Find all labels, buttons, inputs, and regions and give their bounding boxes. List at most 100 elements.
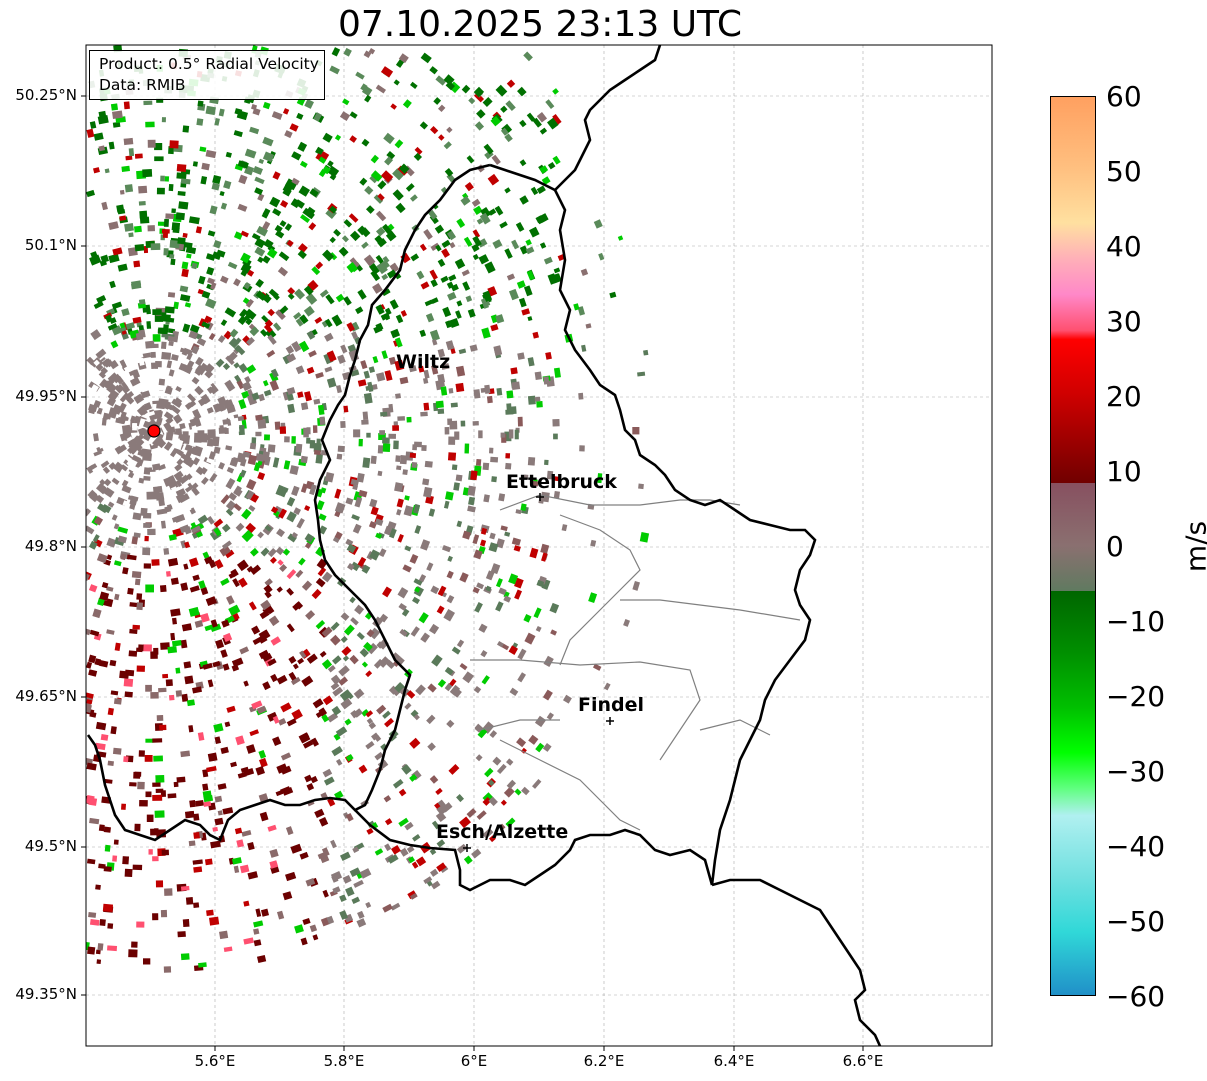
echo-cell [234, 827, 243, 835]
echo-cell [324, 318, 333, 328]
echo-cell [128, 349, 135, 358]
lon-tick-label: 6°E [460, 1052, 488, 1070]
echo-cell [532, 778, 542, 789]
echo-cell [314, 808, 325, 819]
echo-cell [164, 888, 173, 896]
echo-cell [165, 432, 174, 441]
echo-cell [150, 651, 158, 659]
echo-cell [420, 539, 431, 551]
echo-cell [454, 258, 466, 270]
echo-cell [413, 152, 423, 161]
echo-cell [203, 801, 212, 807]
echo-cell [275, 230, 285, 239]
echo-cell [136, 602, 144, 611]
echo-cell [131, 454, 142, 463]
echo-cell [506, 758, 514, 766]
echo-cell [315, 146, 324, 156]
echo-cell [109, 280, 116, 289]
echo-cell [170, 577, 179, 585]
echo-cell [393, 79, 400, 86]
echo-cell [518, 297, 527, 308]
echo-cell [490, 563, 501, 575]
echo-cell [239, 469, 247, 478]
echo-cell [129, 628, 138, 634]
echo-cell [197, 100, 204, 107]
echo-cell [181, 623, 192, 632]
echo-cell [330, 682, 340, 691]
echo-cell [119, 467, 131, 478]
echo-cell [147, 528, 156, 536]
echo-cell [515, 221, 525, 232]
echo-cell [88, 912, 97, 918]
echo-cell [398, 53, 409, 64]
echo-cell [99, 378, 109, 389]
echo-cell [508, 645, 518, 655]
echo-cell [205, 149, 217, 159]
echo-cell [456, 218, 466, 228]
echo-cell [263, 239, 274, 249]
echo-cell [143, 512, 152, 519]
echo-cell [311, 266, 321, 276]
echo-cell [384, 818, 393, 826]
echo-cell [302, 917, 311, 926]
echo-cell [204, 858, 213, 866]
echo-cell [86, 661, 93, 669]
echo-cell [153, 486, 160, 495]
echo-cell [270, 636, 282, 646]
echo-cell [86, 699, 93, 705]
echo-cell [390, 328, 401, 339]
echo-cell [459, 662, 468, 671]
echo-cell [295, 318, 304, 327]
echo-cell [396, 509, 402, 516]
echo-cell [358, 489, 368, 498]
echo-cell [237, 577, 248, 588]
echo-cell [514, 429, 519, 440]
echo-cell [449, 242, 456, 249]
echo-cell [456, 639, 465, 648]
echo-cell [175, 448, 184, 457]
echo-cell [197, 514, 209, 525]
echo-cell [398, 817, 409, 827]
echo-cell [318, 513, 327, 521]
echo-cell [445, 340, 455, 351]
echo-cell [163, 441, 173, 451]
echo-cell [128, 232, 134, 238]
echo-cell [128, 650, 138, 657]
echo-cell [319, 289, 329, 298]
echo-cell [169, 140, 179, 149]
echo-cell [199, 146, 207, 153]
echo-cell [354, 496, 363, 508]
echo-cell [511, 381, 521, 390]
echo-cell [138, 477, 145, 484]
echo-cell [336, 758, 343, 766]
echo-cell [191, 486, 200, 496]
echo-cell [205, 596, 217, 607]
echo-cell [364, 94, 372, 103]
echo-cell [354, 604, 365, 615]
echo-cell [349, 257, 360, 269]
echo-cell [397, 587, 409, 599]
echo-cell [127, 391, 135, 398]
echo-cell [254, 237, 266, 249]
echo-cell [331, 655, 342, 665]
echo-cell [239, 646, 250, 655]
echo-cell [408, 856, 416, 864]
echo-cell [475, 754, 483, 762]
echo-cell [368, 627, 381, 640]
echo-cell [498, 493, 506, 502]
echo-cell [291, 531, 299, 539]
echo-cell [394, 482, 404, 493]
echo-cell [125, 155, 133, 161]
echo-cell [286, 569, 297, 580]
echo-cell [253, 928, 260, 935]
echo-cell [297, 657, 305, 665]
echo-cell [291, 708, 303, 721]
echo-cell [503, 595, 512, 603]
echo-cell [345, 497, 354, 505]
echo-cell [366, 432, 371, 438]
echo-cell [160, 520, 166, 529]
echo-cell [295, 443, 303, 453]
echo-cell [340, 635, 348, 643]
echo-cell [431, 820, 440, 830]
